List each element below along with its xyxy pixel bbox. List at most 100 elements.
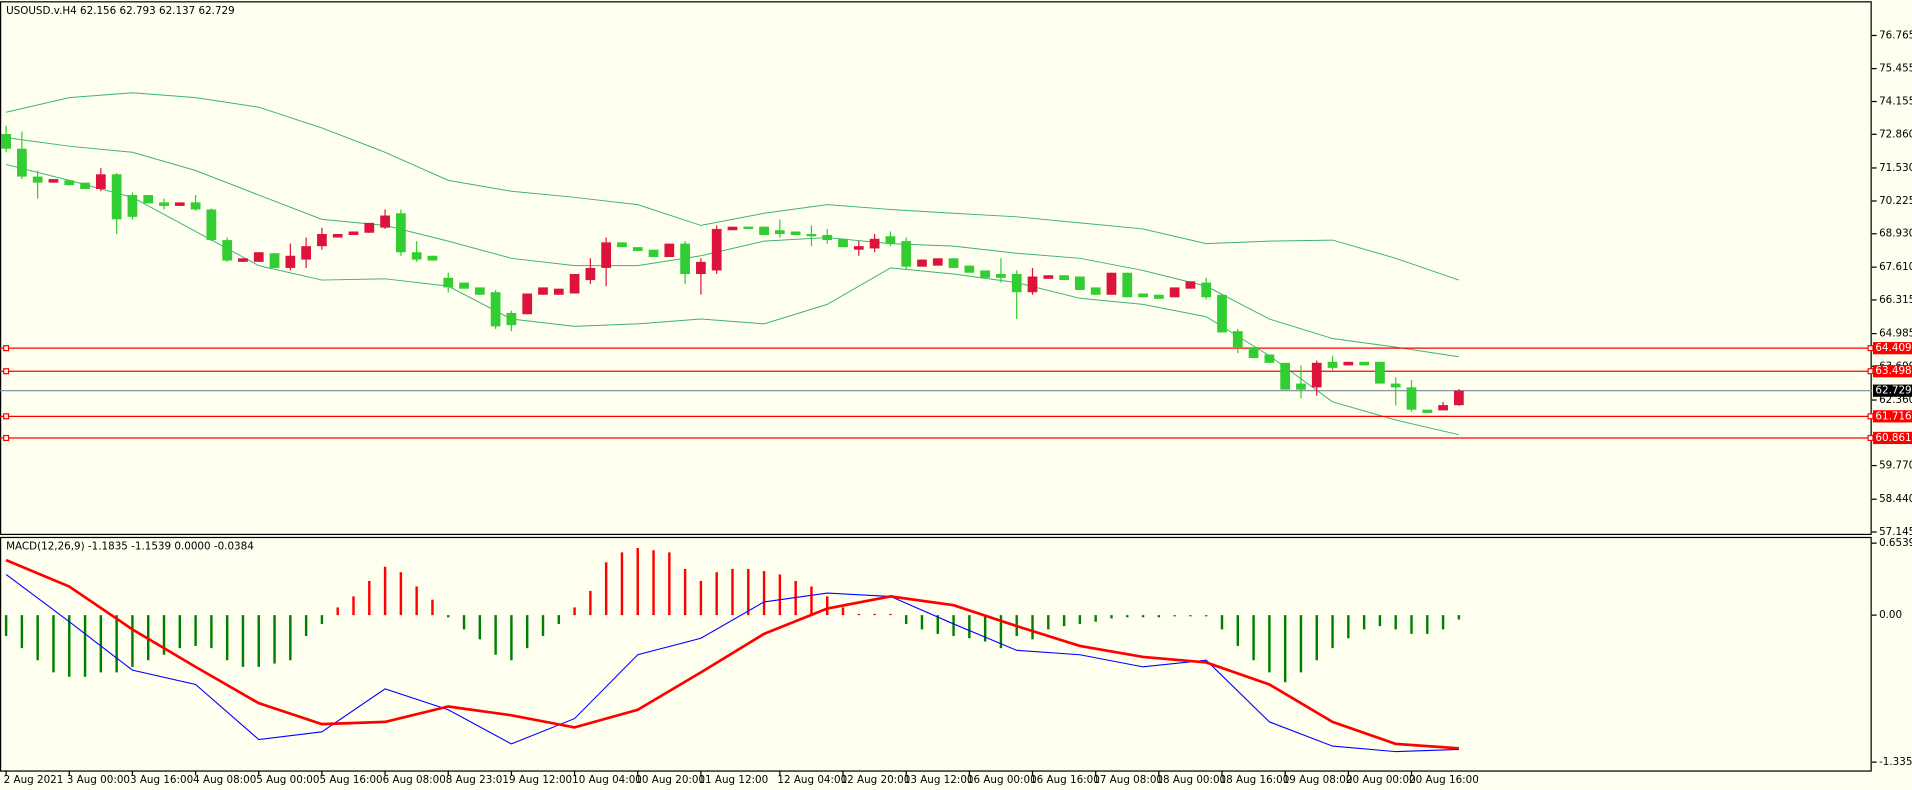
- candle-body: [1264, 354, 1275, 363]
- x-tick-label: 12 Aug 04:00: [777, 774, 847, 786]
- candle-body: [269, 253, 280, 268]
- price-panel-frame: [0, 1, 1872, 536]
- price-label: 62.729: [1875, 385, 1911, 397]
- candle-body: [1059, 275, 1069, 281]
- level-label-box: [1872, 431, 1912, 445]
- candle-body: [490, 292, 501, 327]
- candle-body: [48, 179, 59, 183]
- candle-body: [948, 258, 959, 268]
- candle-body: [411, 252, 422, 260]
- y-tick-label: 0.00: [1879, 609, 1902, 621]
- y-tick-label: 66.315: [1879, 294, 1912, 306]
- y-tick-label: 57.145: [1879, 526, 1912, 538]
- last-low: 62.137: [159, 5, 195, 17]
- candle-body: [1217, 294, 1227, 333]
- candle-body: [222, 240, 233, 261]
- indicator-line: [6, 137, 1459, 358]
- candle-body: [1138, 293, 1148, 298]
- candle-body: [1232, 331, 1243, 348]
- candle-body: [427, 255, 438, 261]
- candle-body: [569, 273, 580, 294]
- candle-body: [553, 288, 564, 295]
- candle-body: [885, 236, 896, 244]
- y-tick-label: 75.455: [1879, 63, 1912, 75]
- level-anchor: [1867, 345, 1874, 352]
- candle-body: [95, 174, 106, 189]
- level-label: 64.409: [1875, 342, 1911, 354]
- candle-body: [759, 226, 769, 236]
- level-anchor: [3, 434, 10, 442]
- x-tick-label: 13 Aug 12:00: [904, 774, 974, 786]
- candle-body: [806, 234, 817, 237]
- candle-body: [696, 261, 706, 274]
- candle-body: [1343, 361, 1354, 366]
- candle-body: [238, 258, 248, 262]
- candle-body: [506, 312, 517, 326]
- candle-body: [332, 234, 343, 238]
- candle-body: [190, 202, 201, 210]
- x-tick-label: 2 Aug 2021: [4, 774, 64, 786]
- candle-body: [64, 180, 75, 186]
- level-label: 61.716: [1875, 410, 1911, 422]
- candle-body: [127, 195, 138, 217]
- y-tick-label: 64.985: [1879, 328, 1912, 340]
- candle-body: [174, 202, 185, 206]
- level-anchor: [1867, 368, 1874, 375]
- candle-body: [32, 176, 43, 183]
- level-anchor: [3, 368, 10, 375]
- x-tick-label: 12 Aug 20:00: [841, 774, 911, 786]
- y-tick-label: 59.770: [1879, 460, 1912, 472]
- candle-body: [364, 222, 375, 233]
- last-close: 62.729: [199, 5, 235, 17]
- x-tick-label: 17 Aug 08:00: [1093, 774, 1163, 786]
- indicator-line: [5, 163, 1459, 436]
- candle-body: [838, 238, 848, 248]
- y-tick-label: 58.440: [1879, 493, 1912, 505]
- indicator-line: [5, 573, 1459, 753]
- candle-body: [1453, 390, 1464, 406]
- x-tick-label: 10 Aug 20:00: [635, 774, 705, 786]
- x-tick-label: 6 Aug 08:00: [383, 774, 446, 786]
- candle-body: [743, 226, 754, 229]
- y-tick-label: 70.225: [1879, 195, 1912, 207]
- candle-body: [1122, 272, 1133, 298]
- level-label-box: [1872, 365, 1912, 378]
- candle-body: [111, 174, 122, 220]
- candle-body: [1106, 272, 1117, 295]
- candle-body: [853, 246, 864, 250]
- candle-body: [1043, 275, 1054, 279]
- candle-body: [17, 148, 27, 177]
- last-high: 62.793: [120, 5, 156, 17]
- y-tick-label: 74.155: [1879, 96, 1912, 108]
- candle-body: [1390, 383, 1401, 388]
- macd-panel-frame: [0, 536, 1872, 772]
- level-anchor: [1867, 413, 1874, 420]
- candle-body: [380, 215, 390, 228]
- candle-body: [1406, 387, 1417, 410]
- y-tick-label: 72.860: [1879, 128, 1912, 140]
- candle-body: [1438, 405, 1448, 411]
- symbol-header: USOUSD.v.H4 62.156 62.793 62.137 62.729: [6, 5, 235, 17]
- candle-body: [395, 213, 406, 253]
- x-tick-label: 20 Aug 16:00: [1409, 774, 1479, 786]
- candle-body: [617, 242, 627, 248]
- level-anchor: [3, 413, 10, 420]
- candle-body: [459, 282, 469, 289]
- candle-body: [443, 277, 454, 288]
- candle-body: [1311, 362, 1322, 388]
- candle-body: [680, 243, 690, 274]
- candle-body: [1011, 273, 1022, 293]
- candle-body: [632, 247, 643, 251]
- candle-body: [159, 202, 169, 206]
- candle-body: [964, 265, 975, 273]
- x-tick-label: 18 Aug 00:00: [1156, 774, 1226, 786]
- candle-body: [901, 241, 912, 267]
- y-tick-label: 67.610: [1879, 261, 1912, 273]
- candle-body: [1201, 282, 1212, 298]
- candle-body: [253, 252, 264, 262]
- price-label-box: [1872, 384, 1912, 397]
- symbol: USOUSD.v.H4: [6, 5, 77, 17]
- candle-body: [1422, 409, 1433, 413]
